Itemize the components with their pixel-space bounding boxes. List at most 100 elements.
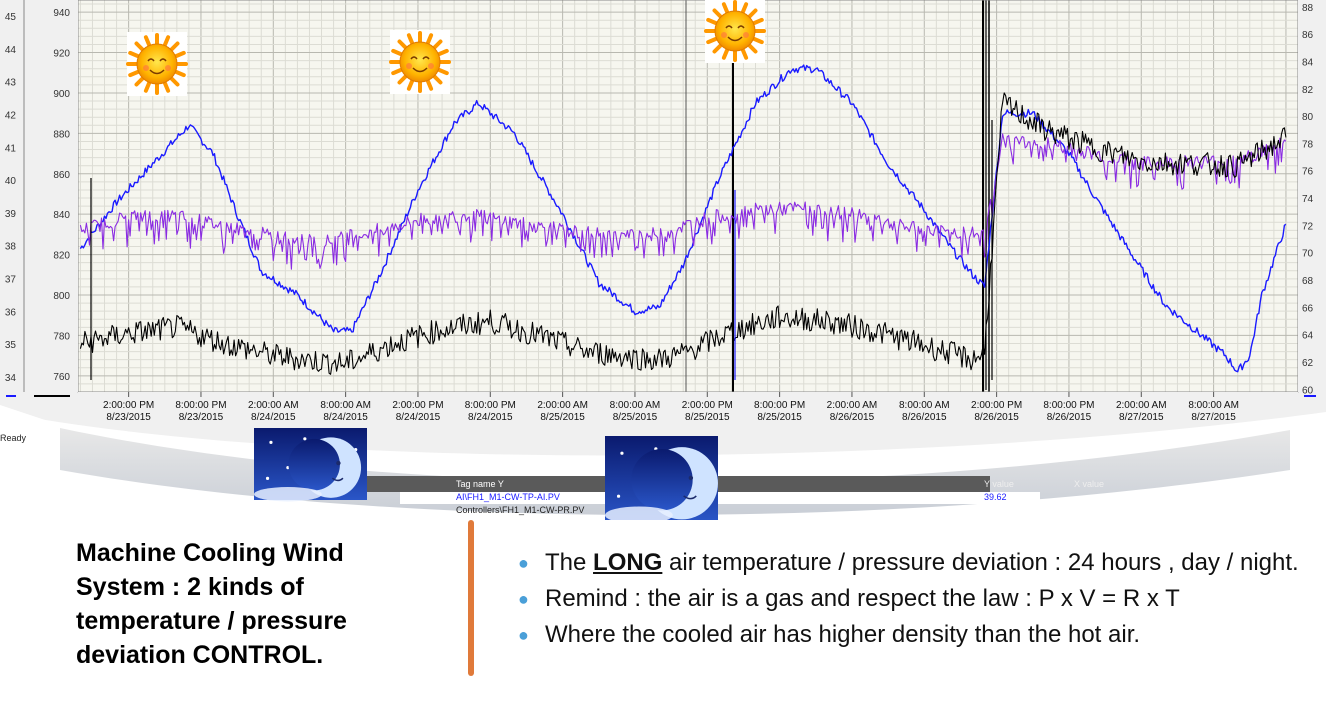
sun-ray bbox=[168, 75, 180, 87]
y-tick-outer: 43 bbox=[5, 78, 17, 89]
y-tick-right: 86 bbox=[1302, 30, 1314, 41]
crescent-moon-face-icon bbox=[605, 436, 718, 520]
y-tick-left: 840 bbox=[53, 210, 70, 221]
y-tick-left: 780 bbox=[53, 331, 70, 342]
bullet-emphasis: LONG bbox=[593, 549, 663, 576]
bullet-item: ● The LONG air temperature / pressure dev… bbox=[518, 548, 1308, 578]
star bbox=[616, 494, 621, 498]
sun-ray bbox=[425, 33, 434, 47]
x-tick-time: 8:00:00 AM bbox=[320, 400, 371, 411]
y-tick-right: 84 bbox=[1302, 57, 1314, 68]
sun-ray bbox=[706, 17, 720, 26]
y-tick-left: 880 bbox=[53, 129, 70, 140]
sun-ray bbox=[750, 36, 764, 45]
trend-chart: 760 780 800 820 840 860 880 900 920 940 34 35 36 37 38… bbox=[0, 0, 1326, 520]
y-tick-right: 68 bbox=[1302, 276, 1314, 287]
sun-cheek bbox=[743, 32, 749, 38]
sun-ray bbox=[391, 48, 405, 57]
x-tick-date: 8/26/2015 bbox=[830, 412, 875, 423]
y-tick-right: 64 bbox=[1302, 331, 1314, 342]
sun-ray bbox=[134, 41, 146, 53]
y-tick-outer: 44 bbox=[5, 45, 17, 56]
moon-cutout bbox=[288, 438, 340, 491]
grid-row1-tag[interactable]: AI\FH1_M1-CW-TP-AI.PV bbox=[456, 492, 560, 502]
bullet-text-suffix: air temperature / pressure deviation : 2… bbox=[662, 549, 1299, 576]
star bbox=[269, 440, 273, 444]
sun-eyes bbox=[410, 56, 430, 60]
x-tick-time: 8:00:00 AM bbox=[899, 400, 950, 411]
y-tick-outer: 38 bbox=[5, 242, 17, 253]
x-tick-time: 8:00:00 PM bbox=[1043, 400, 1094, 411]
sun-ray bbox=[143, 35, 152, 49]
sun-ray bbox=[706, 36, 720, 45]
moon-cutout bbox=[631, 448, 693, 511]
y-tick-right: 76 bbox=[1302, 167, 1314, 178]
bullet-dot-icon: ● bbox=[518, 589, 529, 609]
x-tick-time: 2:00:00 PM bbox=[392, 400, 443, 411]
x-axis-panel bbox=[78, 392, 1298, 428]
grid-header-tag: Tag name Y bbox=[456, 479, 504, 489]
x-tick-date: 8/27/2015 bbox=[1191, 412, 1236, 423]
sun-ray bbox=[397, 73, 409, 85]
y-tick-left: 860 bbox=[53, 170, 70, 181]
moon-eye bbox=[688, 475, 694, 481]
sun-ray bbox=[425, 77, 434, 91]
sun-cheek bbox=[406, 63, 412, 69]
cursor-lines bbox=[685, 0, 990, 392]
bullet-dot-icon: ● bbox=[518, 625, 529, 645]
y-tick-right: 74 bbox=[1302, 194, 1314, 205]
sun-ray bbox=[406, 77, 415, 91]
sun-ray bbox=[721, 2, 730, 16]
grid-header-xvalue: X value bbox=[1074, 479, 1104, 489]
star bbox=[303, 437, 307, 441]
x-tick-date: 8/25/2015 bbox=[685, 412, 730, 423]
sun-ray bbox=[750, 17, 764, 26]
y-tick-right: 70 bbox=[1302, 249, 1314, 260]
series-line-2 bbox=[79, 133, 1287, 270]
y-tick-outer: 41 bbox=[5, 143, 17, 154]
sun-ray bbox=[406, 33, 415, 47]
y-tick-right: 88 bbox=[1302, 3, 1314, 14]
x-tick-time: 2:00:00 AM bbox=[827, 400, 878, 411]
x-tick-date: 8/26/2015 bbox=[1047, 412, 1092, 423]
moon-cloud bbox=[254, 487, 322, 502]
x-tick-time: 2:00:00 AM bbox=[248, 400, 299, 411]
sun-ray bbox=[391, 67, 405, 76]
sun-face-icon bbox=[126, 32, 188, 96]
x-tick-date: 8/24/2015 bbox=[323, 412, 368, 423]
y-tick-outer: 35 bbox=[5, 340, 17, 351]
y-tick-outer: 45 bbox=[5, 12, 17, 23]
status-text: Ready bbox=[0, 433, 27, 443]
sun-smile bbox=[412, 67, 428, 73]
x-tick-time: 2:00:00 AM bbox=[1116, 400, 1167, 411]
x-tick-time: 8:00:00 PM bbox=[754, 400, 805, 411]
x-tick-date: 8/25/2015 bbox=[613, 412, 658, 423]
y-tick-right: 72 bbox=[1302, 221, 1314, 232]
y-tick-left: 800 bbox=[53, 291, 70, 302]
grid-row2-tag[interactable]: Controllers\FH1_M1-CW-PR.PV bbox=[456, 505, 584, 515]
moon-cloud bbox=[605, 506, 673, 520]
sun-ray bbox=[431, 73, 443, 85]
plot-area bbox=[78, 0, 1298, 392]
y-tick-outer: 37 bbox=[5, 275, 17, 286]
sun-ray bbox=[172, 69, 186, 78]
sun-ray bbox=[128, 50, 142, 59]
y-tick-outer: 42 bbox=[5, 110, 17, 121]
y-axis-left-panel bbox=[0, 0, 78, 392]
x-tick-time: 2:00:00 PM bbox=[971, 400, 1022, 411]
sun-disc bbox=[136, 43, 178, 85]
x-tick-date: 8/23/2015 bbox=[179, 412, 224, 423]
sun-face-icon bbox=[389, 30, 451, 94]
moon-smile bbox=[683, 495, 697, 500]
sun-ray bbox=[431, 39, 443, 51]
series-line-1 bbox=[79, 64, 1287, 373]
x-tick-time: 8:00:00 PM bbox=[465, 400, 516, 411]
sun-cheek bbox=[143, 65, 149, 71]
y-tick-left: 900 bbox=[53, 89, 70, 100]
sun-cheek bbox=[721, 32, 727, 38]
y-tick-right: 80 bbox=[1302, 112, 1314, 123]
sun-cheek bbox=[428, 63, 434, 69]
sun-face-icon bbox=[704, 0, 766, 63]
y-tick-left: 920 bbox=[53, 49, 70, 60]
sun-ray bbox=[435, 48, 449, 57]
